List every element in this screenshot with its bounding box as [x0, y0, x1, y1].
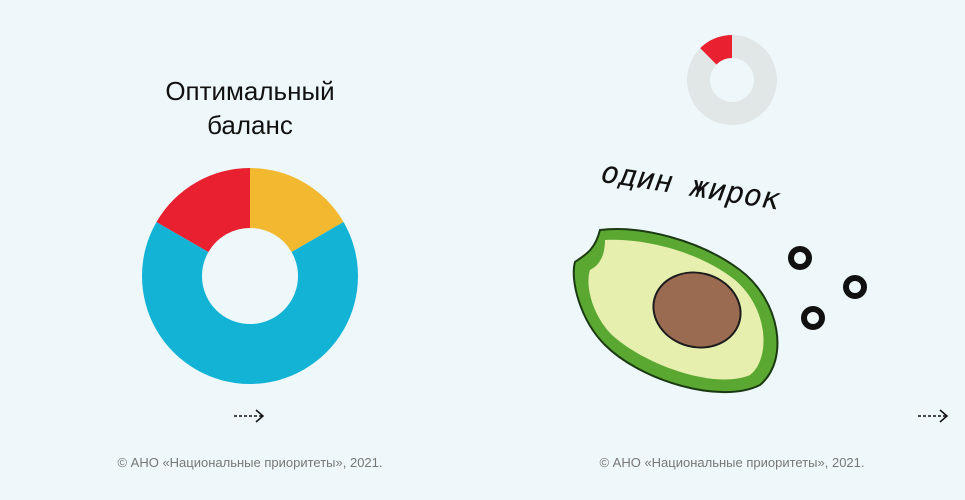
next-arrow[interactable]	[234, 409, 265, 423]
avocado	[572, 228, 779, 394]
left-donut	[142, 168, 358, 384]
title: баланс	[207, 110, 293, 140]
donut-segment	[156, 168, 250, 252]
title: Оптимальный	[165, 76, 334, 106]
next-arrow[interactable]	[918, 409, 949, 423]
footer: © АНО «Национальные приоритеты», 2021.	[599, 455, 864, 470]
donut-segment	[700, 35, 732, 65]
fat-drops	[788, 246, 867, 330]
donut-segment	[142, 222, 358, 384]
footer: © АНО «Национальные приоритеты», 2021.	[117, 455, 382, 470]
right-donut	[687, 35, 777, 125]
donut-segment	[250, 168, 344, 252]
donut-segment	[687, 35, 777, 125]
